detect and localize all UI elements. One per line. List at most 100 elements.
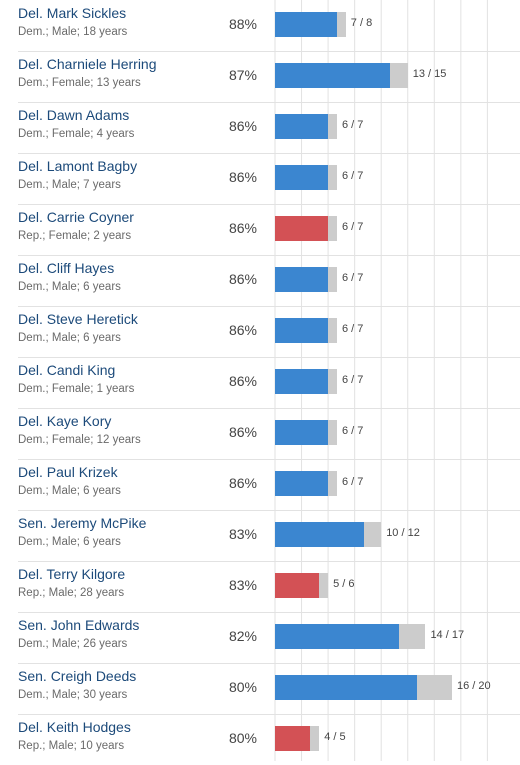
total-votes-bar: [275, 369, 337, 394]
legislator-row: Del. Dawn Adams Dem.; Female; 4 years 86% 6…: [18, 102, 520, 153]
legislator-meta: Rep.; Male; 10 years: [18, 740, 125, 752]
legislator-name-link[interactable]: Sen. Creigh Deeds: [18, 668, 137, 684]
votes-label: 6 / 7: [341, 425, 364, 437]
total-votes-bar: [275, 165, 337, 190]
legislator-name-link[interactable]: Del. Lamont Bagby: [18, 158, 138, 174]
legislator-meta: Dem.; Female; 12 years: [18, 434, 141, 446]
percent-label: 86%: [228, 373, 257, 389]
votes-label: 16 / 20: [457, 680, 491, 692]
legislator-row: Del. Candi King Dem.; Female; 1 years 86% 6…: [18, 357, 520, 408]
row-divider: [18, 459, 520, 460]
agree-votes-bar: [275, 267, 329, 292]
row-divider: [18, 612, 520, 613]
percent-label: 83%: [228, 526, 257, 542]
percent-label: 87%: [228, 67, 257, 83]
percent-label: 88%: [228, 16, 257, 32]
total-votes-bar: [275, 63, 408, 88]
legislator-name-link[interactable]: Del. Dawn Adams: [18, 107, 130, 123]
agree-votes-bar: [275, 12, 337, 37]
total-votes-bar: [275, 114, 337, 139]
votes-label: 6 / 7: [341, 374, 364, 386]
row-divider: [18, 102, 520, 103]
legislator-meta: Dem.; Male; 30 years: [18, 689, 128, 701]
agree-votes-bar: [275, 216, 329, 241]
votes-label: 6 / 7: [341, 170, 364, 182]
legislator-meta: Dem.; Male; 7 years: [18, 179, 121, 191]
votes-label: 7 / 8: [350, 17, 373, 29]
row-divider: [18, 204, 520, 205]
row-divider: [18, 357, 520, 358]
legislator-name-link[interactable]: Del. Carrie Coyner: [18, 209, 134, 225]
agree-votes-bar: [275, 624, 399, 649]
percent-label: 86%: [228, 220, 257, 236]
legislator-name-link[interactable]: Sen. John Edwards: [18, 617, 140, 633]
row-divider: [18, 561, 520, 562]
legislator-name-link[interactable]: Del. Candi King: [18, 362, 116, 378]
votes-label: 10 / 12: [386, 527, 420, 539]
row-divider: [18, 510, 520, 511]
percent-label: 83%: [228, 577, 257, 593]
votes-label: 6 / 7: [341, 323, 364, 335]
votes-label: 14 / 17: [430, 629, 465, 641]
legislator-name-link[interactable]: Del. Keith Hodges: [18, 719, 131, 735]
legislator-meta: Dem.; Female; 1 years: [18, 383, 135, 395]
row-divider: [18, 408, 520, 409]
agree-votes-bar: [275, 573, 320, 598]
agree-votes-bar: [275, 522, 364, 547]
legislator-name-link[interactable]: Del. Terry Kilgore: [18, 566, 126, 582]
legislator-name-link[interactable]: Sen. Jeremy McPike: [18, 515, 147, 531]
total-votes-bar: [275, 675, 452, 700]
legislator-name-link[interactable]: Del. Paul Krizek: [18, 464, 118, 480]
total-votes-bar: [275, 573, 329, 598]
legislator-name-link[interactable]: Del. Mark Sickles: [18, 5, 127, 21]
votes-label: 6 / 7: [341, 476, 364, 488]
agree-votes-bar: [275, 420, 329, 445]
agree-votes-bar: [275, 318, 329, 343]
percent-label: 86%: [228, 475, 257, 491]
total-votes-bar: [275, 267, 337, 292]
legislator-row: Del. Steve Heretick Dem.; Male; 6 years 86…: [18, 306, 520, 357]
agree-votes-bar: [275, 369, 329, 394]
legislator-row: Del. Kaye Kory Dem.; Female; 12 years 86% 6…: [18, 408, 520, 459]
legislator-meta: Rep.; Male; 28 years: [18, 587, 125, 599]
legislator-meta: Dem.; Female; 13 years: [18, 77, 141, 89]
legislator-meta: Dem.; Female; 4 years: [18, 128, 135, 140]
row-divider: [18, 153, 520, 154]
legislator-meta: Dem.; Male; 26 years: [18, 638, 128, 650]
votes-label: 6 / 7: [341, 221, 364, 233]
percent-label: 86%: [228, 322, 257, 338]
votes-label: 4 / 5: [324, 731, 346, 743]
total-votes-bar: [275, 726, 320, 751]
legislator-name-link[interactable]: Del. Cliff Hayes: [18, 260, 115, 276]
legislator-row: Sen. Jeremy McPike Dem.; Male; 6 years 83%…: [18, 510, 520, 561]
legislator-row: Del. Terry Kilgore Rep.; Male; 28 years 83…: [18, 561, 520, 612]
legislator-meta: Dem.; Male; 6 years: [18, 281, 121, 293]
legislator-row: Del. Paul Krizek Dem.; Male; 6 years 86% 6 …: [18, 459, 520, 510]
legislator-row: Sen. Creigh Deeds Dem.; Male; 30 years 80%…: [18, 663, 520, 714]
agree-votes-bar: [275, 726, 311, 751]
legislator-name-link[interactable]: Del. Steve Heretick: [18, 311, 138, 327]
legislator-row: Del. Mark Sickles Dem.; Male; 18 years 88%…: [18, 0, 520, 51]
percent-label: 80%: [228, 730, 257, 746]
votes-label: 6 / 7: [341, 119, 364, 131]
legislator-name-link[interactable]: Del. Charniele Herring: [18, 56, 157, 72]
total-votes-bar: [275, 318, 337, 343]
legislator-meta: Dem.; Male; 18 years: [18, 26, 128, 38]
row-divider: [18, 255, 520, 256]
percent-label: 86%: [228, 169, 257, 185]
legislator-name-link[interactable]: Del. Kaye Kory: [18, 413, 112, 429]
percent-label: 80%: [228, 679, 257, 695]
votes-label: 13 / 15: [412, 68, 447, 80]
percent-label: 86%: [228, 271, 257, 287]
legislator-row: Del. Lamont Bagby Dem.; Male; 7 years 86% 6…: [18, 153, 520, 204]
agree-votes-bar: [275, 165, 329, 190]
total-votes-bar: [275, 624, 426, 649]
agree-votes-bar: [275, 471, 329, 496]
percent-label: 82%: [228, 628, 257, 644]
legislator-row: Del. Carrie Coyner Rep.; Female; 2 years 8…: [18, 204, 520, 255]
row-divider: [18, 51, 520, 52]
agree-votes-bar: [275, 675, 417, 700]
agree-votes-bar: [275, 63, 391, 88]
legislator-meta: Dem.; Male; 6 years: [18, 536, 121, 548]
total-votes-bar: [275, 216, 337, 241]
